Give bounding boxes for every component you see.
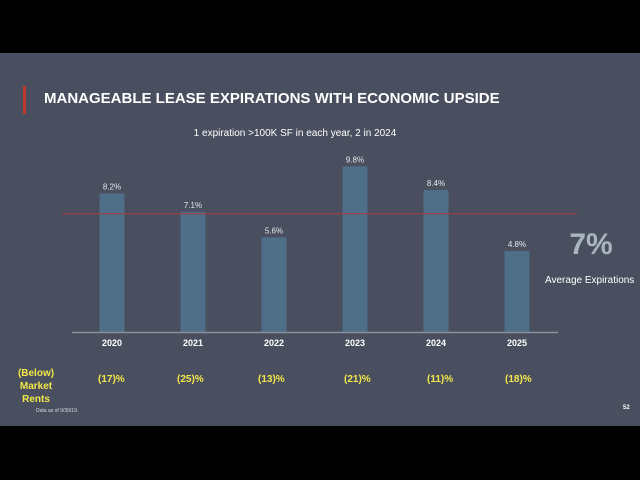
data-label: 9.8% <box>346 155 364 164</box>
x-tick-label: 2020 <box>102 338 122 348</box>
data-label: 5.6% <box>265 226 283 235</box>
slide-title: MANAGEABLE LEASE EXPIRATIONS WITH ECONOM… <box>44 90 500 107</box>
slide: MANAGEABLE LEASE EXPIRATIONS WITH ECONOM… <box>0 53 640 426</box>
market-rent-value: (13)% <box>258 374 285 385</box>
x-tick-label: 2023 <box>345 338 365 348</box>
market-rents-label: (Below) Market Rents <box>6 367 66 406</box>
bar-2020 <box>99 193 125 332</box>
data-label: 7.1% <box>184 201 202 210</box>
bar-2023 <box>342 166 368 332</box>
market-rent-value: (21)% <box>344 374 371 385</box>
x-tick-label: 2021 <box>183 338 203 348</box>
market-rent-value: (18)% <box>505 374 532 385</box>
average-value: 7% <box>569 228 613 261</box>
title-accent-bar <box>23 86 26 114</box>
bar-chart: 2020 2021 2022 2023 2024 2025 8.2% 7.1% 5.6% 9.8… <box>62 155 577 348</box>
bar-2025 <box>504 250 530 332</box>
market-rents-label-line2: Market Rents <box>19 381 53 405</box>
bar-2024 <box>423 190 449 332</box>
data-label: 4.8% <box>508 240 526 249</box>
x-tick-label: 2024 <box>426 338 446 348</box>
bar-2021 <box>180 212 206 332</box>
average-label: Average Expirations <box>545 275 635 286</box>
market-rent-value: (17)% <box>98 374 125 385</box>
data-label: 8.4% <box>427 179 445 188</box>
footnote: Data as of 9/30/19. <box>36 408 79 414</box>
page-number: 52 <box>623 405 630 411</box>
x-tick-label: 2022 <box>264 338 284 348</box>
market-rent-value: (11)% <box>427 374 454 385</box>
data-label: 8.2% <box>103 182 121 191</box>
bar-2022 <box>261 237 287 332</box>
market-rent-value: (25)% <box>177 374 204 385</box>
x-tick-label: 2025 <box>507 338 527 348</box>
chart-subtitle: 1 expiration >100K SF in each year, 2 in… <box>193 128 397 139</box>
market-rents-label-line1: (Below) <box>17 368 55 379</box>
